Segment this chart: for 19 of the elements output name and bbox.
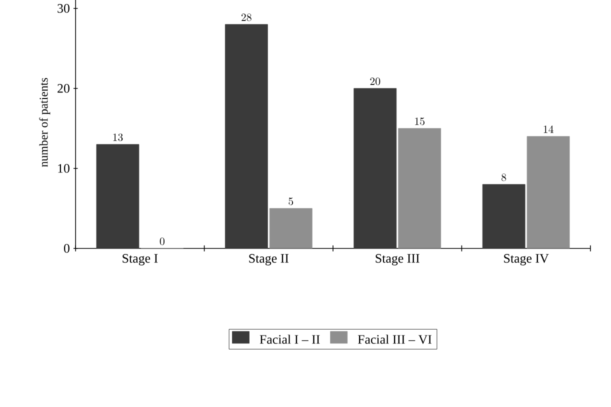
y-tick-label: 0 — [64, 244, 70, 253]
y-tick-label: 20 — [58, 84, 70, 93]
x-tick-label: Stage I — [122, 254, 158, 266]
legend-label: Facial III – VI — [358, 334, 432, 344]
y-tick-label: 30 — [58, 4, 70, 13]
y-tick-label: 10 — [58, 164, 70, 173]
data-label: 28 — [242, 14, 252, 22]
data-label: 15 — [415, 118, 424, 126]
legend-label: Facial I – II — [260, 334, 320, 344]
data-label: 0 — [160, 238, 164, 246]
data-label: 8 — [502, 174, 506, 182]
x-tick-label: Stage II — [249, 254, 289, 266]
x-tick-label: Stage III — [376, 254, 420, 266]
data-label: 20 — [370, 78, 380, 86]
data-label: 13 — [113, 134, 123, 142]
data-label: 5 — [288, 198, 294, 206]
x-tick-label: Stage IV — [504, 254, 549, 266]
y-axis-title: number of patients — [39, 78, 50, 168]
data-label: 14 — [544, 126, 554, 133]
